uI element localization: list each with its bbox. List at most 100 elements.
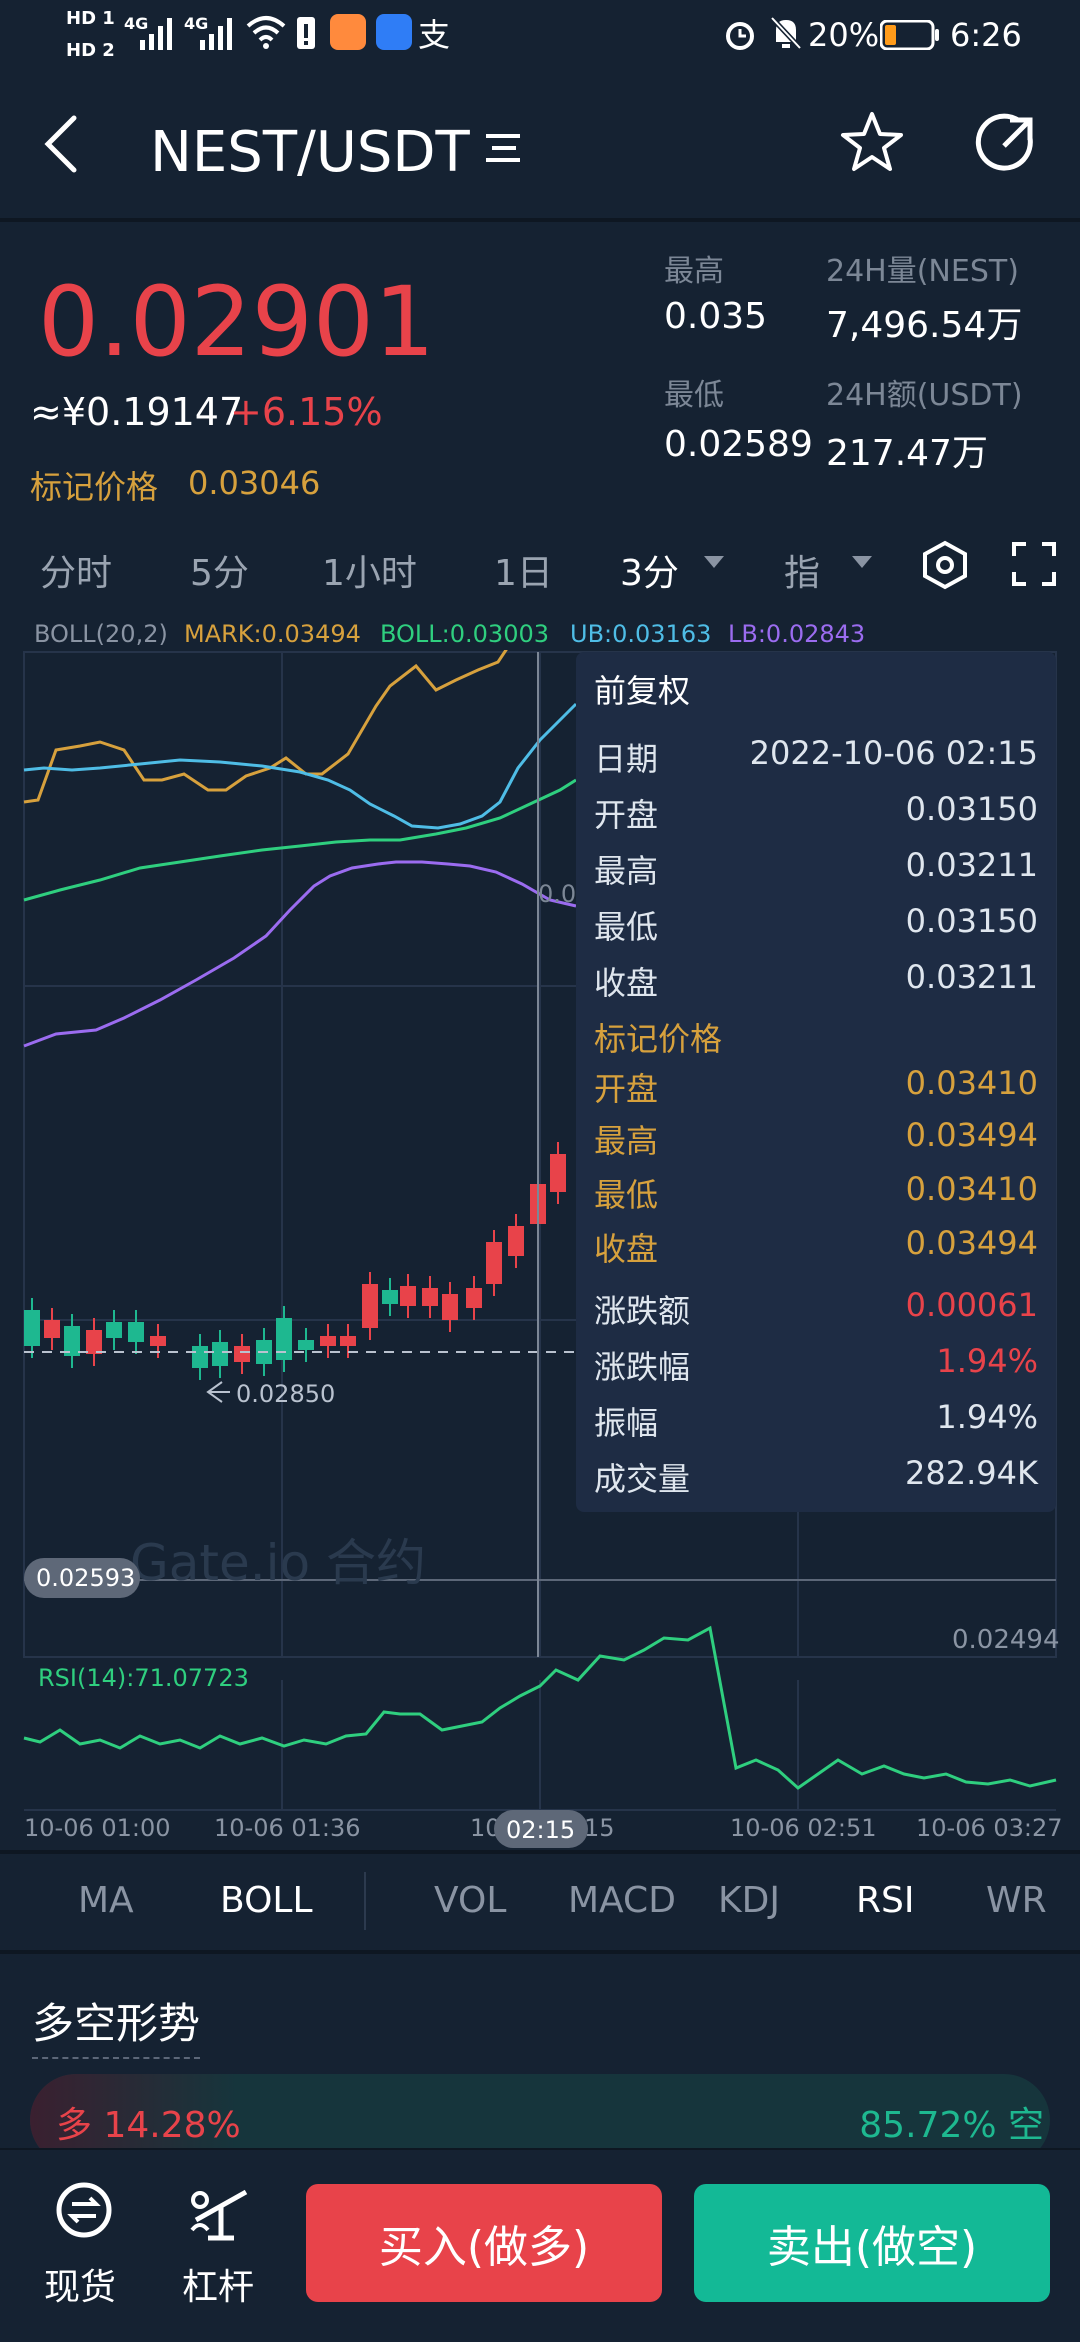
- candle-body: [486, 1242, 502, 1284]
- fullscreen-icon[interactable]: [1012, 542, 1056, 586]
- tab-indicator[interactable]: 指: [784, 553, 821, 594]
- crosshair-time: 02:15: [506, 1816, 575, 1844]
- rsi-label: RSI(14):71.07723: [38, 1664, 249, 1692]
- tab-timeshare[interactable]: 分时: [40, 553, 113, 594]
- spot-nav[interactable]: 现货: [40, 2180, 128, 2320]
- tab-ma[interactable]: MA: [78, 1880, 134, 1921]
- tab-1hour[interactable]: 1小时: [322, 553, 417, 594]
- mark-price-value: 0.03046: [188, 464, 321, 502]
- chevron-down-icon[interactable]: [704, 556, 724, 570]
- tooltip-mark-title: 标记价格: [594, 1020, 723, 1058]
- sell-short-button[interactable]: 卖出(做空): [694, 2184, 1050, 2302]
- signal-icon: [140, 18, 172, 50]
- pair-title[interactable]: NEST/USDT: [150, 120, 470, 185]
- long-ratio: 多 14.28%: [56, 2105, 241, 2146]
- x-tick: 10-06 01:00: [24, 1814, 171, 1842]
- header-divider: [0, 218, 1080, 222]
- tab-1day[interactable]: 1日: [494, 553, 553, 594]
- partial-price-label: 0.0: [538, 880, 576, 908]
- candle-body: [442, 1294, 458, 1320]
- chevron-down-icon[interactable]: [852, 556, 872, 570]
- signal-icon: [200, 18, 232, 50]
- tooltip-value: 0.03494: [905, 1224, 1038, 1262]
- boll-lower-band-line: [23, 860, 577, 1048]
- tooltip-key: 最高: [594, 1122, 659, 1160]
- candle-body: [508, 1226, 524, 1256]
- settings-hexagon-icon[interactable]: [920, 540, 970, 590]
- tooltip-value: 0.03211: [905, 846, 1038, 884]
- candle-body: [340, 1336, 356, 1346]
- candle-body: [276, 1318, 292, 1360]
- tooltip-value: 0.03150: [905, 902, 1038, 940]
- candle-body: [362, 1284, 378, 1328]
- rsi-line: [23, 1625, 1057, 1790]
- share-icon[interactable]: [974, 112, 1036, 174]
- buy-long-button[interactable]: 买入(做多): [306, 2184, 662, 2302]
- legend-ub: UB:0.03163: [570, 620, 712, 648]
- tab-5min[interactable]: 5分: [190, 553, 249, 594]
- volume-value: 7,496.54万: [826, 305, 1023, 346]
- turnover-label: 24H额(USDT): [826, 378, 1023, 413]
- legend-boll: BOLL(20,2): [34, 620, 168, 648]
- candle-tooltip: 前复权 日期 2022-10-06 02:15 开盘 0.03150 最高 0.…: [576, 652, 1056, 1512]
- tooltip-key: 最高: [594, 852, 659, 890]
- tooltip-value: 0.03494: [905, 1116, 1038, 1154]
- candle-body: [466, 1288, 482, 1308]
- candle-body: [320, 1336, 336, 1346]
- x-tick: 15: [584, 1814, 615, 1842]
- tooltip-value: 282.94K: [905, 1454, 1038, 1492]
- tab-boll[interactable]: BOLL: [220, 1880, 313, 1921]
- mute-icon: [770, 16, 802, 50]
- legend-boll-mid: BOLL:0.03003: [380, 620, 550, 648]
- app-header: NEST/USDT: [0, 90, 1080, 210]
- candle-body: [86, 1330, 102, 1354]
- network-badge-2: HD 2: [66, 40, 115, 61]
- tooltip-key: 振幅: [594, 1404, 659, 1442]
- tab-macd[interactable]: MACD: [568, 1880, 676, 1921]
- candle-body: [24, 1310, 40, 1346]
- candle-body: [212, 1342, 228, 1366]
- price-change: +6.15%: [230, 390, 383, 434]
- leverage-scale-icon: [190, 2189, 248, 2241]
- candle-body: [234, 1346, 250, 1362]
- candle-body: [64, 1326, 80, 1356]
- alipay-icon: 支: [418, 16, 451, 54]
- candle-body: [150, 1336, 166, 1346]
- indicator-divider: [0, 1850, 1080, 1854]
- boll-upper-line: [23, 650, 508, 804]
- tab-kdj[interactable]: KDJ: [718, 1880, 780, 1921]
- price-cny: ≈¥0.19147: [30, 390, 244, 434]
- candle-body: [400, 1286, 416, 1306]
- candle-body: [550, 1154, 566, 1192]
- last-price: 0.02901: [38, 266, 435, 378]
- margin-nav[interactable]: 杠杆: [178, 2180, 266, 2320]
- battery-icon: [880, 20, 939, 50]
- battery-percent: 20%: [808, 16, 880, 54]
- tab-rsi[interactable]: RSI: [856, 1880, 915, 1921]
- candle-body: [298, 1340, 314, 1350]
- candle-body: [44, 1320, 60, 1338]
- boll-lines: [23, 650, 578, 1048]
- favorite-star-icon[interactable]: [840, 110, 904, 174]
- status-bar: HD 1 HD 2 4G 4G 支 20% 6:26: [0, 0, 1080, 74]
- indicator-separator: [364, 1872, 366, 1930]
- tab-wr[interactable]: WR: [986, 1880, 1047, 1921]
- spot-exchange-icon: [56, 2182, 112, 2238]
- rsi-grid: [24, 1680, 1056, 1811]
- back-icon[interactable]: [40, 114, 84, 174]
- tooltip-key: 日期: [594, 740, 659, 778]
- alarm-icon: [726, 22, 754, 50]
- section-divider: [0, 1950, 1080, 1954]
- watermark: Gate.io 合约: [130, 1534, 426, 1592]
- tab-3min[interactable]: 3分: [620, 553, 679, 594]
- tooltip-key: 收盘: [594, 1230, 659, 1268]
- tooltip-value: 1.94%: [936, 1342, 1038, 1380]
- tab-vol[interactable]: VOL: [434, 1880, 507, 1921]
- tooltip-key: 涨跌幅: [594, 1348, 691, 1386]
- clock: 6:26: [950, 16, 1022, 54]
- high-value: 0.035: [664, 296, 768, 337]
- axis-price-label: 0.02494: [952, 1625, 1060, 1655]
- pair-switch-icon[interactable]: [484, 130, 524, 166]
- candlestick-chart[interactable]: Gate.io 合约 0.02850 0.0 0.02593 0.02494 R…: [0, 650, 1080, 1870]
- legend-lb: LB:0.02843: [728, 620, 866, 648]
